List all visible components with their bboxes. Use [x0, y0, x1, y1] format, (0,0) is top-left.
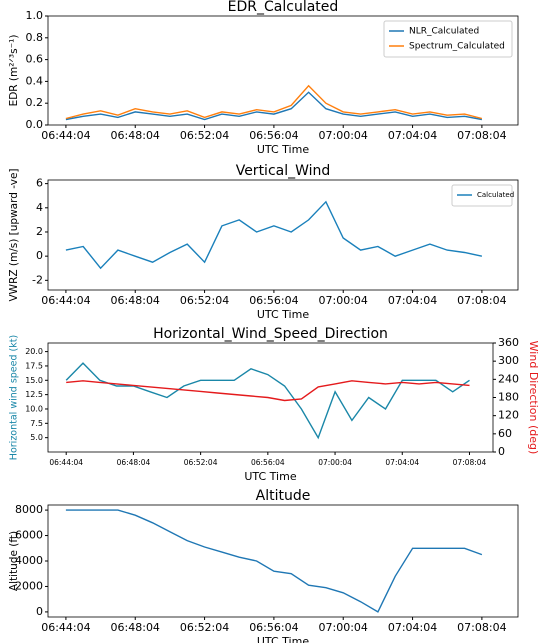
y-tick-label: 20.0 — [25, 347, 43, 356]
x-axis-label: UTC Time — [257, 635, 309, 643]
y-tick-label: 12.5 — [25, 390, 43, 399]
x-tick-label: 06:52:04 — [180, 129, 229, 142]
series-line — [65, 200, 483, 270]
y-tick-label: 0.6 — [26, 53, 44, 66]
y-tick-label: 6 — [36, 177, 43, 190]
y-tick-label: 0.0 — [26, 118, 44, 131]
x-tick-label: 06:52:04 — [184, 458, 218, 467]
plot-frame — [47, 342, 494, 453]
x-tick-label: 07:00:04 — [319, 621, 368, 634]
x-tick-label: 07:04:04 — [388, 621, 437, 634]
y-tick-label: 6000 — [15, 529, 43, 542]
legend-label: Spectrum_Calculated — [409, 42, 505, 52]
x-axis-label: UTC Time — [244, 470, 296, 483]
x-tick-label: 06:56:04 — [249, 294, 298, 307]
x-tick-label: 07:00:04 — [318, 458, 352, 467]
x-tick-label: 06:48:04 — [111, 621, 160, 634]
y2-tick-label: 180 — [498, 391, 519, 404]
subplot: Horizontal_Wind_Speed_Direction UTC Time H… — [9, 326, 541, 483]
x-tick-label: 06:44:04 — [41, 294, 90, 307]
x-tick-label: 06:52:04 — [180, 294, 229, 307]
legend: NLR_Calculated Spectrum_Calculated — [383, 20, 513, 58]
y2-tick-label: 120 — [498, 409, 519, 422]
y-tick-label: 8000 — [15, 503, 43, 516]
series-line — [65, 84, 483, 120]
y2-tick-label: 60 — [498, 427, 512, 440]
plot-frame — [47, 179, 519, 291]
y-tick-label: 0 — [36, 605, 43, 618]
legend-label: NLR_Calculated — [409, 27, 479, 37]
x-tick-label: 07:08:04 — [453, 458, 487, 467]
series-line — [65, 362, 470, 440]
subplot-title: Horizontal_Wind_Speed_Direction — [153, 326, 388, 342]
series-line — [65, 91, 483, 121]
y-tick-label: 0.4 — [26, 74, 44, 87]
y-tick-label: 4 — [36, 201, 43, 214]
y-tick-label: 0.8 — [26, 31, 44, 44]
y2-tick-label: 0 — [498, 445, 505, 458]
x-tick-label: 07:08:04 — [457, 129, 506, 142]
y-tick-label: 2000 — [15, 579, 43, 592]
subplot-title: Vertical_Wind — [236, 163, 331, 179]
plot-frame — [47, 15, 519, 126]
series-line — [65, 509, 483, 613]
x-tick-label: 06:44:04 — [41, 621, 90, 634]
y2-tick-label: 300 — [498, 354, 519, 367]
y-tick-label: 17.5 — [25, 361, 43, 370]
y-tick-label: 2 — [36, 225, 43, 238]
plot-frame — [47, 504, 519, 618]
x-tick-label: 07:04:04 — [385, 458, 419, 467]
subplot: Altitude UTC Time Altitude (ft) 06:44:04 06:… — [8, 488, 519, 643]
y2-tick-label: 360 — [498, 336, 519, 349]
legend-frame — [451, 184, 513, 207]
subplot: EDR_Calculated UTC Time EDR (m²ᐟ³s⁻¹) 06:44… — [8, 0, 519, 156]
y-axis-label: Altitude (ft) — [8, 531, 20, 591]
x-tick-label: 06:56:04 — [249, 621, 298, 634]
x-tick-label: 07:00:04 — [319, 294, 368, 307]
y-tick-label: 15.0 — [25, 376, 43, 385]
legend-frame — [383, 20, 513, 58]
x-axis-label: UTC Time — [257, 308, 309, 321]
y-tick-label: 10.0 — [25, 404, 43, 413]
x-tick-label: 06:44:04 — [41, 129, 90, 142]
subplot-title: Altitude — [256, 488, 311, 504]
y2-tick-label: 240 — [498, 372, 519, 385]
y-axis-label: EDR (m²ᐟ³s⁻¹) — [8, 35, 20, 107]
y-tick-label: 0.2 — [26, 96, 44, 109]
x-tick-label: 06:48:04 — [117, 458, 151, 467]
x-axis-label: UTC Time — [257, 143, 309, 156]
y-tick-label: 0 — [36, 249, 43, 262]
y-tick-label: 7.5 — [30, 419, 43, 428]
y-axis-label: VWRZ (m/s) [upward -ve] — [8, 168, 20, 301]
x-tick-label: 06:48:04 — [111, 129, 160, 142]
x-tick-label: 07:04:04 — [388, 129, 437, 142]
x-tick-label: 07:04:04 — [388, 294, 437, 307]
x-tick-label: 07:00:04 — [319, 129, 368, 142]
x-tick-label: 07:08:04 — [457, 621, 506, 634]
x-tick-label: 06:56:04 — [251, 458, 285, 467]
y-tick-label: -2 — [32, 273, 43, 286]
y-axis-label: Horizontal wind speed (kt) — [9, 335, 20, 460]
y2-axis-label: Wind Direction (deg) — [527, 341, 540, 455]
subplot-title: EDR_Calculated — [228, 0, 339, 15]
x-tick-label: 06:52:04 — [180, 621, 229, 634]
x-tick-label: 06:44:04 — [49, 458, 83, 467]
subplot: Vertical_Wind UTC Time VWRZ (m/s) [upward … — [8, 163, 519, 321]
legend-label: Calculated — [477, 191, 514, 199]
x-tick-label: 06:48:04 — [111, 294, 160, 307]
y-tick-label: 1.0 — [26, 9, 44, 22]
legend: Calculated — [451, 184, 514, 207]
x-tick-label: 07:08:04 — [457, 294, 506, 307]
y-tick-label: 4000 — [15, 554, 43, 567]
x-tick-label: 06:56:04 — [249, 129, 298, 142]
series-line — [66, 380, 470, 402]
y-tick-label: 5.0 — [30, 433, 43, 442]
